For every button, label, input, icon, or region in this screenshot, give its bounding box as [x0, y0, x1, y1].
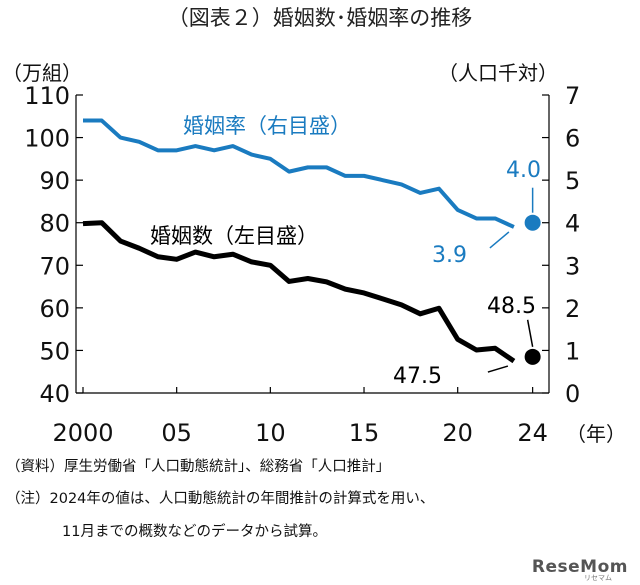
- x-tick-label: 20: [442, 419, 473, 447]
- rate-last-leader: [489, 231, 510, 249]
- marriage-count-line: [82, 220, 516, 364]
- right-tick-label: 5: [565, 167, 580, 195]
- left-axis-ticks: 40 50 60 70 80 90 100 110: [24, 82, 83, 408]
- left-tick-label: 50: [39, 337, 70, 365]
- right-axis-unit: （人口千対）: [438, 61, 558, 85]
- x-tick-label: 10: [255, 419, 286, 447]
- resemom-logo: ReseMom: [531, 557, 628, 577]
- right-tick-label: 1: [565, 337, 580, 365]
- left-tick-label: 70: [39, 252, 70, 280]
- x-tick-label: 05: [161, 419, 192, 447]
- count-estimate-label: 48.5: [487, 294, 536, 319]
- right-tick-label: 3: [565, 252, 580, 280]
- source-note: （資料）厚生労働省「人口動態統計」、総務省「人口推計」: [6, 459, 391, 475]
- right-axis-ticks: 0 1 2 3 4 5 6 7: [542, 82, 580, 408]
- left-axis-unit: （万組）: [2, 61, 82, 85]
- left-tick-label: 90: [39, 167, 70, 195]
- rate-estimate-label: 4.0: [506, 158, 541, 183]
- x-tick-label: 24: [517, 419, 548, 447]
- footnote-line-2: 11月までの概数などのデータから試算。: [62, 524, 327, 540]
- right-tick-label: 7: [565, 82, 580, 110]
- right-tick-label: 0: [565, 380, 580, 408]
- footnote-line-1: （注）2024年の値は、人口動態統計の年間推計の計算式を用い、: [6, 491, 435, 507]
- left-tick-label: 80: [39, 210, 70, 238]
- resemom-logo-sub: リセマム: [584, 574, 612, 582]
- line-chart: （万組） （人口千対） （年） 40 50 60 70 80 90 100 110 0 1 2 3 4…: [2, 61, 626, 447]
- x-axis-ticks: 2000 05 10 15 20 24: [52, 387, 548, 447]
- x-tick-label: 2000: [52, 419, 113, 447]
- left-tick-label: 40: [39, 380, 70, 408]
- count-last-label: 47.5: [393, 364, 442, 389]
- count-estimate-leader: [526, 319, 534, 347]
- count-series-label: 婚姻数（左目盛）: [150, 224, 318, 248]
- count-estimate-point: [524, 348, 541, 365]
- x-axis-unit: （年）: [566, 422, 626, 446]
- right-tick-label: 6: [565, 125, 580, 153]
- x-tick-label: 15: [349, 419, 380, 447]
- chart-title: （図表２）婚姻数･婚姻率の推移: [167, 6, 473, 30]
- rate-last-label: 3.9: [432, 243, 467, 268]
- left-tick-label: 110: [24, 82, 70, 110]
- marriage-rate-line: [83, 118, 515, 229]
- right-tick-label: 4: [565, 210, 580, 238]
- right-tick-label: 2: [565, 295, 580, 323]
- left-tick-label: 60: [39, 295, 70, 323]
- rate-estimate-point: [524, 214, 541, 231]
- left-tick-label: 100: [24, 125, 70, 153]
- count-last-leader: [487, 365, 509, 373]
- rate-series-label: 婚姻率（右目盛）: [183, 114, 351, 138]
